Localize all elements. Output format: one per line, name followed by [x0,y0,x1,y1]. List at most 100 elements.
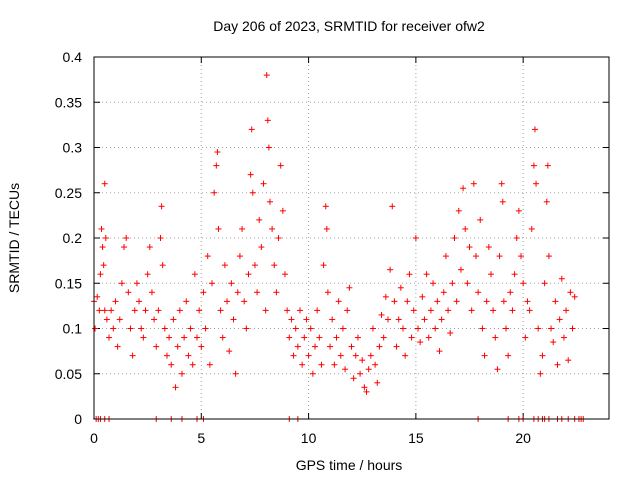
data-point [271,262,278,269]
data-point [541,280,548,287]
data-point [423,271,430,278]
data-point [361,384,368,391]
data-point [378,311,385,318]
data-point [136,298,143,305]
data-point [228,280,235,287]
data-point [269,225,276,232]
data-point [288,316,295,323]
data-point [144,271,151,278]
x-tick-label: 20 [515,430,531,446]
data-point [481,352,488,359]
data-point [436,348,443,355]
data-point [123,235,130,241]
data-point [522,334,529,341]
data-point [372,361,379,368]
data-point [236,253,243,260]
data-point [387,266,394,273]
data-point [174,343,181,350]
data-point [528,225,535,232]
data-point [232,370,239,377]
data-point [251,262,258,269]
data-point [410,307,417,314]
data-point [470,180,477,187]
data-point [455,207,462,214]
y-axis-label: SRMTID / TECUs [6,183,22,293]
data-point [249,189,256,196]
data-point [125,289,132,296]
data-point [327,343,334,350]
data-point [159,262,166,269]
data-point [472,253,479,260]
data-point [475,289,482,296]
data-point [563,307,570,314]
data-point [352,352,359,359]
data-point [417,339,424,346]
data-point [248,126,255,133]
data-point [430,280,437,287]
data-point [331,361,338,368]
data-point [121,244,128,251]
data-point [419,293,426,300]
data-point [515,207,522,214]
x-tick-label: 15 [408,430,424,446]
data-point [404,298,411,305]
data-point [499,198,506,205]
data-point [468,307,475,314]
data-point [146,244,153,251]
data-point [382,293,389,300]
data-point [286,334,293,341]
data-point [217,307,224,314]
data-point [402,352,409,359]
data-point [558,275,565,282]
data-points [91,72,587,422]
data-point [181,334,188,341]
y-tick-label: 0.4 [63,49,83,65]
data-point [560,334,567,341]
data-point [354,334,361,341]
data-point [202,325,209,332]
data-point [214,149,221,156]
data-point [509,307,516,314]
data-point [322,203,329,210]
data-point [500,298,507,305]
y-tick-label: 0.25 [55,185,82,201]
data-point [290,352,297,359]
data-point [299,361,306,368]
data-point [101,180,108,187]
data-point [492,334,499,341]
data-point [567,289,574,296]
data-point [215,225,222,232]
data-point [112,298,119,305]
data-point [101,307,108,314]
data-point [318,361,325,368]
data-point [163,352,170,359]
data-point [513,235,520,241]
data-point [520,280,527,287]
data-point [339,325,346,332]
data-point [357,370,364,377]
data-point [140,334,147,341]
data-point [449,280,456,287]
data-point [178,370,185,377]
data-point [241,298,248,305]
data-point [226,348,233,355]
y-tick-label: 0.2 [63,230,83,246]
data-point [92,325,99,332]
y-tick-label: 0.35 [55,94,82,110]
data-point [265,144,272,151]
data-point [247,171,254,178]
data-point [427,307,434,314]
data-point [376,343,383,350]
data-point [485,244,492,251]
data-point [239,225,246,232]
data-point [312,343,319,350]
data-point [391,298,398,305]
x-tick-label: 0 [90,430,98,446]
data-point [490,307,497,314]
y-tick-label: 0.05 [55,366,82,382]
data-point [460,185,467,192]
data-point [204,253,211,260]
data-point [324,289,331,296]
data-point [133,280,140,287]
data-point [185,352,192,359]
